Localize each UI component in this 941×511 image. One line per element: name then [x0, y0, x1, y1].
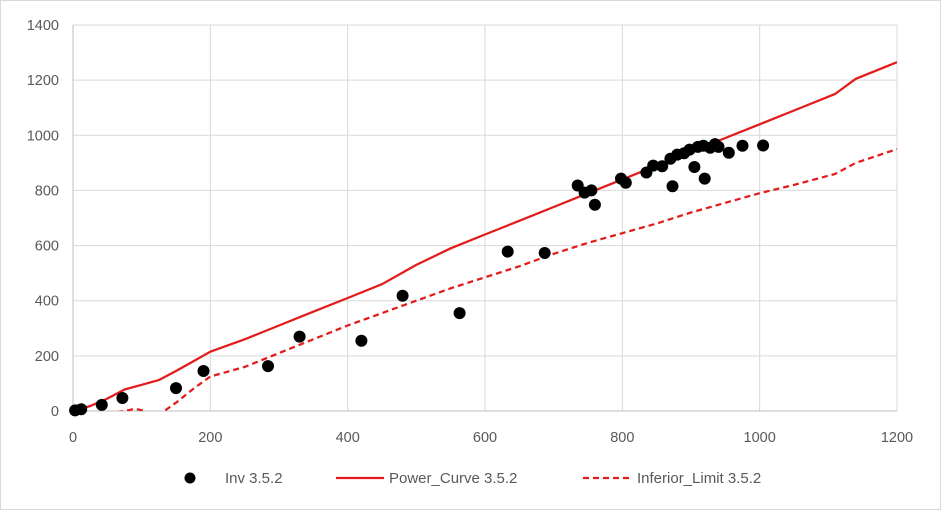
scatter-point — [170, 382, 182, 395]
scatter-point — [538, 247, 551, 259]
scatter-point — [501, 245, 514, 258]
scatter-point — [666, 180, 679, 193]
legend-item: Power_Curve 3.5.2 — [336, 470, 517, 487]
legend-label: Inv 3.5.2 — [225, 470, 283, 487]
x-tick-label: 0 — [69, 430, 77, 446]
y-tick-label: 200 — [35, 349, 59, 365]
x-tick-label: 600 — [473, 430, 497, 446]
scatter-point — [95, 398, 108, 411]
scatter-point — [698, 172, 711, 185]
y-tick-label: 600 — [35, 239, 59, 255]
y-tick-label: 1000 — [27, 128, 59, 144]
scatter-point — [688, 161, 701, 173]
x-tick-label: 200 — [198, 430, 222, 446]
x-tick-label: 400 — [336, 430, 360, 446]
scatter-points — [69, 138, 770, 417]
scatter-point — [197, 365, 210, 377]
scatter-point — [585, 184, 598, 197]
scatter-point — [588, 198, 601, 211]
scatter-point — [262, 360, 274, 373]
x-tick-label: 1000 — [744, 430, 776, 446]
y-tick-label: 400 — [35, 294, 59, 310]
legend-item: Inv 3.5.2 — [184, 470, 283, 487]
axes — [72, 25, 897, 412]
scatter-point — [736, 139, 749, 152]
grid-lines — [73, 24, 898, 411]
scatter-point — [757, 139, 770, 152]
y-tick-label: 800 — [35, 183, 59, 199]
y-tick-label: 0 — [51, 404, 59, 420]
scatter-point — [712, 140, 725, 153]
legend-label: Inferior_Limit 3.5.2 — [637, 470, 761, 487]
scatter-point — [116, 392, 129, 404]
scatter-point — [396, 289, 409, 302]
scatter-point — [722, 146, 735, 159]
y-tick-label: 1200 — [27, 73, 59, 89]
scatter-point — [453, 307, 466, 320]
y-tick-label: 1400 — [27, 18, 59, 34]
scatter-point — [75, 403, 88, 416]
x-tick-label: 800 — [610, 430, 634, 446]
inferior-limit-line — [117, 148, 897, 411]
x-tick-label: 1200 — [881, 430, 913, 446]
power-curve-line — [73, 61, 897, 411]
scatter-point — [619, 176, 632, 189]
legend-label: Power_Curve 3.5.2 — [389, 470, 517, 487]
scatter-point — [656, 160, 669, 173]
legend-item: Inferior_Limit 3.5.2 — [583, 470, 761, 487]
scatter-point — [293, 330, 306, 343]
legend: Inv 3.5.2 Power_Curve 3.5.2 Inferior_Limit… — [184, 470, 761, 487]
legend-marker-dot — [184, 472, 196, 484]
scatter-point — [647, 159, 660, 172]
tick-labels: 0 200 400 600 800 1000 1200 1400 0 200 400 600 800 10… — [27, 18, 913, 446]
plot-series — [73, 61, 897, 411]
scatter-point — [355, 334, 368, 347]
